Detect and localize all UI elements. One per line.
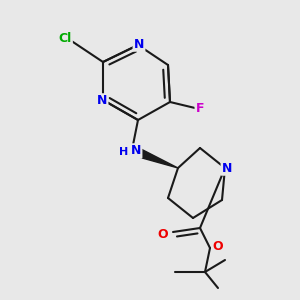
Text: F: F: [196, 101, 204, 115]
Text: O: O: [158, 227, 168, 241]
Text: Cl: Cl: [58, 32, 72, 44]
Polygon shape: [130, 145, 178, 168]
Text: N: N: [97, 94, 107, 107]
Text: N: N: [222, 161, 232, 175]
Text: H: H: [119, 147, 129, 157]
Text: N: N: [134, 38, 144, 50]
Text: O: O: [213, 239, 223, 253]
Text: N: N: [131, 145, 141, 158]
